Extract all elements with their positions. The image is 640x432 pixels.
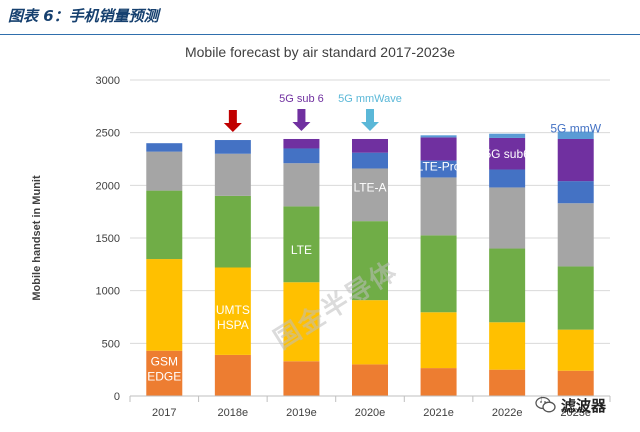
bar-segment (420, 235, 457, 313)
bar-segment (557, 203, 594, 267)
bar-segment (489, 248, 526, 323)
bar-segment (352, 300, 388, 365)
bar-segment (352, 364, 388, 396)
x-tick-label: 2019e (286, 407, 317, 419)
bar-segment (557, 138, 594, 182)
y-tick-label: 2500 (96, 128, 120, 140)
bar-segment (214, 195, 251, 268)
bar-segment (214, 267, 251, 355)
annotation-label: 5G sub 6 (279, 93, 324, 105)
bar-segment (420, 160, 457, 178)
bar-segment (557, 266, 594, 330)
y-tick-label: 1500 (96, 233, 120, 245)
bar-segment (420, 177, 457, 236)
annotation-label: 5G mmWave (338, 93, 402, 105)
bar-segment (352, 138, 388, 153)
series-label: EDGE (147, 369, 181, 383)
series-label: GSM (151, 354, 178, 368)
bar-segment (214, 153, 251, 196)
x-tick-label: 2023e (560, 407, 591, 419)
bar-segment (489, 369, 526, 396)
series-label: LTE-Pro (417, 160, 461, 174)
annotation-arrow (292, 108, 311, 131)
bar-segment (489, 187, 526, 249)
bar-segment (352, 152, 388, 169)
bar-segment (146, 143, 183, 152)
bar-segment (283, 361, 320, 396)
bar-segment (489, 137, 526, 170)
x-tick-label: 2021e (423, 407, 454, 419)
bar-segment (214, 354, 251, 396)
y-tick-label: 3000 (96, 75, 120, 87)
bar-segment (489, 133, 526, 138)
annotation-arrow (223, 110, 242, 133)
bar-segment (489, 322, 526, 370)
x-tick-label: 2017 (152, 407, 176, 419)
bar-segment (420, 137, 457, 161)
bar-segment (352, 168, 388, 222)
series-label: 5G sub6 (484, 147, 530, 161)
bar-segment (214, 140, 251, 154)
x-tick-label: 2018e (218, 407, 249, 419)
y-tick-label: 2000 (96, 180, 120, 192)
y-tick-label: 1000 (96, 286, 120, 298)
bar-segment (557, 131, 594, 139)
bar-segment (283, 163, 320, 207)
series-label: HSPA (217, 318, 249, 332)
y-tick-label: 500 (102, 338, 120, 350)
bar-segment (283, 148, 320, 164)
x-tick-label: 2020e (355, 407, 386, 419)
bar-segment (557, 370, 594, 396)
bar-segment (557, 329, 594, 371)
bar-segment (489, 169, 526, 188)
y-axis-label: Mobile handset in Munit (31, 175, 43, 301)
wechat-icon (535, 396, 556, 413)
bar-segment (557, 181, 594, 204)
wechat-account-name: 滤波器 (561, 396, 607, 415)
wechat-badge: 滤波器 (535, 393, 635, 417)
figure-caption: 图表 6：手机销量预测 (8, 7, 159, 25)
caption-bar: 图表 6：手机销量预测 (0, 0, 640, 35)
series-label: LTE-A (353, 181, 386, 195)
bar-segment (283, 282, 320, 362)
annotation-arrow (361, 108, 379, 131)
bar-segment (146, 350, 183, 396)
bar-segment (146, 151, 183, 191)
bar-segment (420, 368, 457, 396)
series-label: UMTS (216, 303, 250, 317)
y-tick-label: 0 (114, 391, 120, 403)
series-label: LTE (291, 243, 312, 257)
bar-segment (146, 259, 183, 351)
bar-segment (420, 135, 457, 138)
bar-segment (146, 190, 183, 260)
series-label: 5G mmW (550, 122, 601, 136)
bar-segment (352, 221, 388, 301)
x-tick-label: 2022e (492, 407, 523, 419)
bar-segment (420, 312, 457, 369)
bar-segment (283, 138, 320, 149)
chart-title: Mobile forecast by air standard 2017-202… (184, 44, 456, 60)
bar-segment (283, 206, 320, 283)
